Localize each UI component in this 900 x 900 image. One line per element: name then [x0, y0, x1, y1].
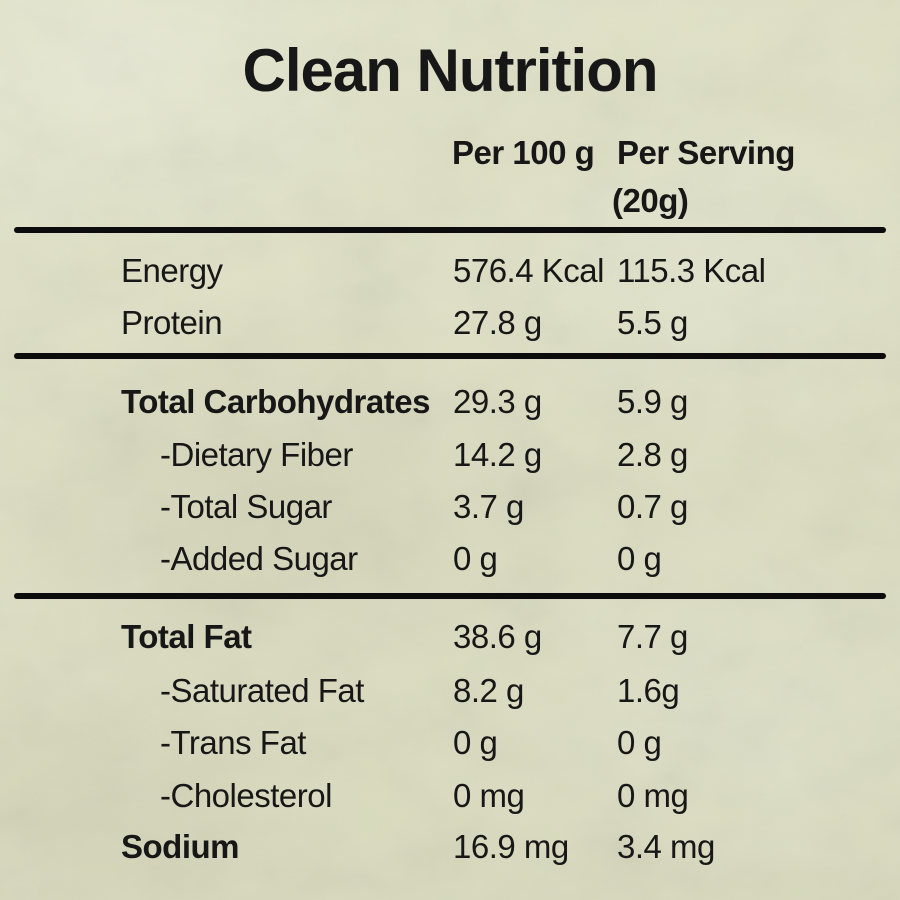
row-value-per-serving: 0 mg: [617, 777, 689, 814]
table-row-total-fat: Total Fat 38.6 g 7.7 g: [0, 618, 900, 656]
row-value-per-serving: 1.6g: [617, 672, 680, 709]
row-label: Protein: [121, 304, 223, 341]
table-row-sodium: Sodium 16.9 mg 3.4 mg: [0, 828, 900, 866]
row-value-per100g: 3.7 g: [453, 488, 524, 525]
table-row-total-sugar: -Total Sugar 3.7 g 0.7 g: [0, 488, 900, 526]
page-title: Clean Nutrition: [242, 37, 659, 104]
row-label: -Dietary Fiber: [160, 436, 353, 473]
table-row-energy: Energy 576.4 Kcal 115.3 Kcal: [0, 252, 900, 290]
table-row-saturated-fat: -Saturated Fat 8.2 g 1.6g: [0, 672, 900, 710]
row-label: -Total Sugar: [160, 488, 332, 525]
row-value-per100g: 16.9 mg: [453, 828, 569, 865]
row-value-per-serving: 0 g: [617, 724, 662, 761]
column-header-per-100g: Per 100 g: [452, 134, 595, 171]
table-row-dietary-fiber: -Dietary Fiber 14.2 g 2.8 g: [0, 436, 900, 474]
row-value-per100g: 14.2 g: [453, 436, 542, 473]
row-value-per-serving: 7.7 g: [617, 618, 688, 655]
row-value-per-serving: 3.4 mg: [617, 828, 715, 865]
row-label: Energy: [121, 252, 223, 289]
row-label: -Added Sugar: [160, 540, 358, 577]
table-row-total-carbohydrates: Total Carbohydrates 29.3 g 5.9 g: [0, 383, 900, 421]
row-value-per100g: 0 g: [453, 540, 498, 577]
row-value-per-serving: 0 g: [617, 540, 662, 577]
column-header-serving-size: (20g): [612, 182, 689, 219]
row-value-per100g: 38.6 g: [453, 618, 542, 655]
row-label: Total Carbohydrates: [121, 383, 430, 420]
divider-top: [14, 227, 886, 233]
row-value-per-serving: 115.3 Kcal: [617, 252, 766, 289]
row-label: Total Fat: [121, 618, 252, 655]
row-value-per100g: 27.8 g: [453, 304, 542, 341]
divider-carbs-section: [14, 353, 886, 359]
row-value-per100g: 0 g: [453, 724, 498, 761]
row-value-per-serving: 5.9 g: [617, 383, 688, 420]
row-value-per-serving: 2.8 g: [617, 436, 688, 473]
row-value-per100g: 29.3 g: [453, 383, 542, 420]
row-value-per100g: 8.2 g: [453, 672, 524, 709]
row-label: -Cholesterol: [160, 777, 332, 814]
row-label: -Saturated Fat: [160, 672, 364, 709]
table-row-trans-fat: -Trans Fat 0 g 0 g: [0, 724, 900, 762]
row-value-per-serving: 0.7 g: [617, 488, 688, 525]
divider-fat-section: [14, 593, 886, 599]
row-label: Sodium: [121, 828, 240, 865]
table-row-added-sugar: -Added Sugar 0 g 0 g: [0, 540, 900, 578]
row-label: -Trans Fat: [160, 724, 306, 761]
column-header-per-serving: Per Serving: [617, 134, 795, 171]
row-value-per-serving: 5.5 g: [617, 304, 688, 341]
table-row-cholesterol: -Cholesterol 0 mg 0 mg: [0, 777, 900, 815]
row-value-per100g: 576.4 Kcal: [453, 252, 604, 289]
row-value-per100g: 0 mg: [453, 777, 525, 814]
table-row-protein: Protein 27.8 g 5.5 g: [0, 304, 900, 342]
